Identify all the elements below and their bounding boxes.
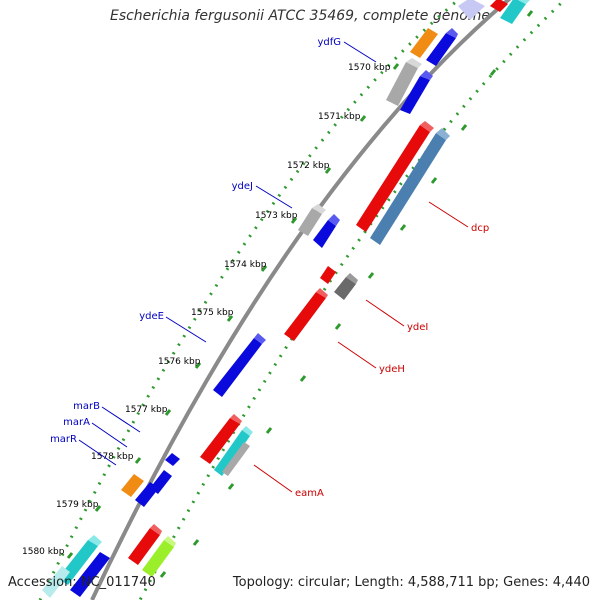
- gene-arrow-red-eamA[interactable]: [200, 418, 240, 464]
- gene-arrow-gray[interactable]: [386, 62, 418, 106]
- gene-label-marB[interactable]: marB: [73, 401, 100, 412]
- gene-arrow-cyan[interactable]: [500, 0, 526, 24]
- right-gene-labels: dcp ydeI ydeH eamA: [295, 223, 489, 499]
- genome-title: Escherichia fergusonii ATCC 35469, compl…: [109, 8, 491, 24]
- left-label-leaders: [78, 41, 377, 466]
- gene-arrow-red-dcp[interactable]: [356, 125, 430, 232]
- gene-arrow-blue[interactable]: [313, 220, 336, 248]
- genome-backbone: [90, 0, 512, 600]
- gene-arrow-red-ydeI[interactable]: [320, 266, 336, 284]
- accession-text: Accession: NC_011740: [8, 575, 156, 590]
- gene-arrow-red[interactable]: [490, 0, 508, 12]
- gene-arrow-red-ydeH[interactable]: [284, 292, 326, 341]
- tick-label: 1579 kbp: [56, 500, 99, 510]
- gene-label-marA[interactable]: marA: [63, 417, 90, 428]
- gene-arrow-cyan-faint[interactable]: [42, 566, 70, 598]
- gene-label-eamA[interactable]: eamA: [295, 488, 324, 499]
- gene-arrow-steelblue-dcp[interactable]: [370, 133, 446, 245]
- gene-arrow-blue-ydeE[interactable]: [213, 338, 262, 397]
- gene-arrow-lime[interactable]: [142, 540, 174, 577]
- tick-label: 1578 kbp: [91, 452, 134, 462]
- gene-arrow-lavender[interactable]: [458, 0, 485, 20]
- gene-arrow-gray[interactable]: [298, 208, 322, 236]
- tick-labels: 1570 kbp 1571 kbp 1572 kbp 1573 kbp 1574…: [22, 63, 391, 557]
- gene-label-dcp[interactable]: dcp: [471, 223, 489, 234]
- gene-arrow-blue-marB[interactable]: [165, 453, 180, 466]
- tick-label: 1572 kbp: [287, 161, 330, 171]
- inner-ruler-ticks: [159, 10, 534, 578]
- gene-arrow-orange-marR[interactable]: [121, 474, 144, 497]
- tick-label: 1580 kbp: [22, 547, 65, 557]
- gene-arrow-orange[interactable]: [410, 28, 438, 58]
- inner-ruler: [138, 0, 567, 600]
- gene-label-ydeJ[interactable]: ydeJ: [232, 181, 253, 192]
- gene-arrow-red[interactable]: [128, 528, 160, 565]
- inner-strand-genes: [128, 0, 530, 577]
- gene-label-ydeH[interactable]: ydeH: [379, 364, 405, 375]
- gene-label-ydeI[interactable]: ydeI: [407, 322, 428, 333]
- gene-label-marR[interactable]: marR: [50, 434, 77, 445]
- gene-label-ydfG[interactable]: ydfG: [317, 37, 341, 48]
- outer-ruler-ticks: [66, 63, 400, 559]
- topology-text: Topology: circular; Length: 4,588,711 bp…: [232, 575, 590, 590]
- left-gene-labels: ydfG ydeJ ydeE marB marA marR: [50, 37, 341, 445]
- gene-label-ydeE[interactable]: ydeE: [139, 311, 164, 322]
- gene-arrow-blue[interactable]: [135, 482, 159, 507]
- gene-arrow-blue[interactable]: [70, 552, 110, 597]
- gene-arrow-gray-eamA[interactable]: [222, 442, 250, 476]
- tick-label: 1574 kbp: [224, 260, 267, 270]
- tick-label: 1571 kbp: [318, 112, 361, 122]
- tick-label: 1575 kbp: [191, 308, 234, 318]
- tick-label: 1576 kbp: [158, 357, 201, 367]
- gene-arrow-blue[interactable]: [400, 76, 430, 114]
- outer-strand-genes: [42, 0, 485, 598]
- tick-label: 1577 kbp: [125, 405, 168, 415]
- gene-arrow-blue[interactable]: [426, 33, 456, 66]
- gene-arrow-cyan-eamA[interactable]: [214, 430, 250, 476]
- tick-label: 1573 kbp: [255, 211, 298, 221]
- right-label-leaders: [253, 201, 469, 493]
- gene-arrow-darkgray-ydeI[interactable]: [334, 277, 356, 300]
- tick-label: 1570 kbp: [348, 63, 391, 73]
